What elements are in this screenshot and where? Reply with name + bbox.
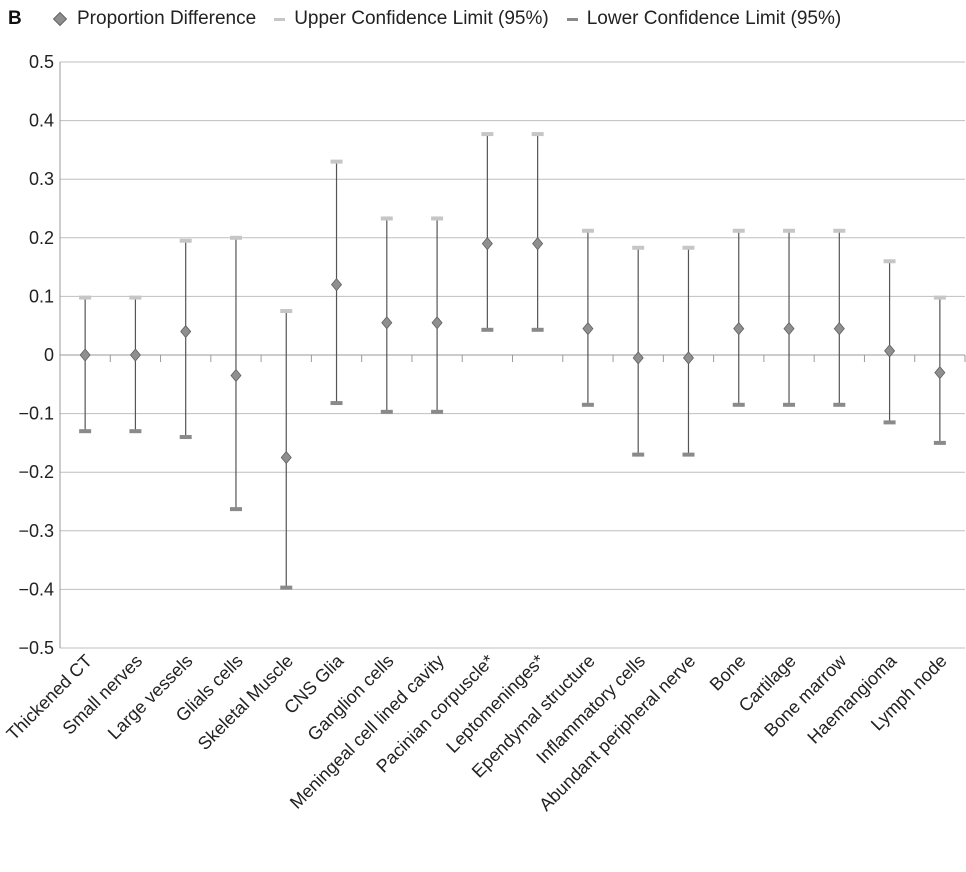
lower-limit-mark: [884, 420, 896, 424]
data-point: [734, 323, 744, 335]
y-tick-label: 0.1: [29, 286, 54, 306]
y-tick-label: 0.2: [29, 228, 54, 248]
data-point: [130, 349, 140, 361]
upper-limit-mark: [230, 236, 242, 240]
data-point: [533, 238, 543, 250]
lower-limit-mark: [632, 453, 644, 457]
upper-limit-mark: [481, 132, 493, 136]
data-point: [80, 349, 90, 361]
data-point: [231, 370, 241, 382]
data-point: [332, 279, 342, 291]
upper-limit-mark: [79, 296, 91, 300]
lower-limit-mark: [79, 429, 91, 433]
data-point: [432, 317, 442, 329]
y-tick-label: −0.1: [18, 404, 54, 424]
data-point: [935, 367, 945, 379]
upper-limit-mark: [431, 216, 443, 220]
y-tick-label: 0.4: [29, 111, 54, 131]
data-point: [834, 323, 844, 335]
upper-limit-mark: [783, 229, 795, 233]
lower-limit-mark: [381, 410, 393, 414]
upper-limit-mark: [129, 296, 141, 300]
data-point: [683, 352, 693, 364]
data-point: [281, 452, 291, 464]
lower-limit-mark: [280, 586, 292, 590]
upper-limit-mark: [632, 246, 644, 250]
data-point: [583, 323, 593, 335]
upper-limit-mark: [934, 296, 946, 300]
upper-limit-mark: [833, 229, 845, 233]
y-tick-label: −0.5: [18, 638, 54, 658]
upper-limit-mark: [280, 309, 292, 313]
x-category-label: Haemangioma: [803, 650, 901, 748]
lower-limit-mark: [934, 441, 946, 445]
data-point: [482, 238, 492, 250]
lower-limit-mark: [532, 328, 544, 332]
lower-limit-mark: [733, 403, 745, 407]
lower-limit-mark: [180, 435, 192, 439]
data-point: [382, 317, 392, 329]
upper-limit-mark: [582, 229, 594, 233]
lower-limit-mark: [833, 403, 845, 407]
y-tick-label: 0.5: [29, 52, 54, 72]
upper-limit-mark: [180, 239, 192, 243]
data-point: [633, 352, 643, 364]
y-tick-label: 0: [44, 345, 54, 365]
upper-limit-mark: [331, 160, 343, 164]
lower-limit-mark: [783, 403, 795, 407]
data-point: [181, 326, 191, 338]
upper-limit-mark: [682, 246, 694, 250]
y-tick-label: −0.4: [18, 579, 54, 599]
lower-limit-mark: [481, 328, 493, 332]
y-tick-label: 0.3: [29, 169, 54, 189]
x-category-label: Thickened CT: [3, 651, 96, 744]
upper-limit-mark: [884, 259, 896, 263]
lower-limit-mark: [431, 410, 443, 414]
y-tick-label: −0.2: [18, 462, 54, 482]
upper-limit-mark: [381, 216, 393, 220]
lower-limit-mark: [129, 429, 141, 433]
lower-limit-mark: [230, 507, 242, 511]
upper-limit-mark: [532, 132, 544, 136]
data-point: [784, 323, 794, 335]
lower-limit-mark: [331, 401, 343, 405]
lower-limit-mark: [582, 403, 594, 407]
upper-limit-mark: [733, 229, 745, 233]
lower-limit-mark: [682, 453, 694, 457]
x-category-label: Bone: [706, 651, 750, 695]
x-category-label: Ganglion cells: [304, 651, 398, 745]
y-tick-label: −0.3: [18, 521, 54, 541]
